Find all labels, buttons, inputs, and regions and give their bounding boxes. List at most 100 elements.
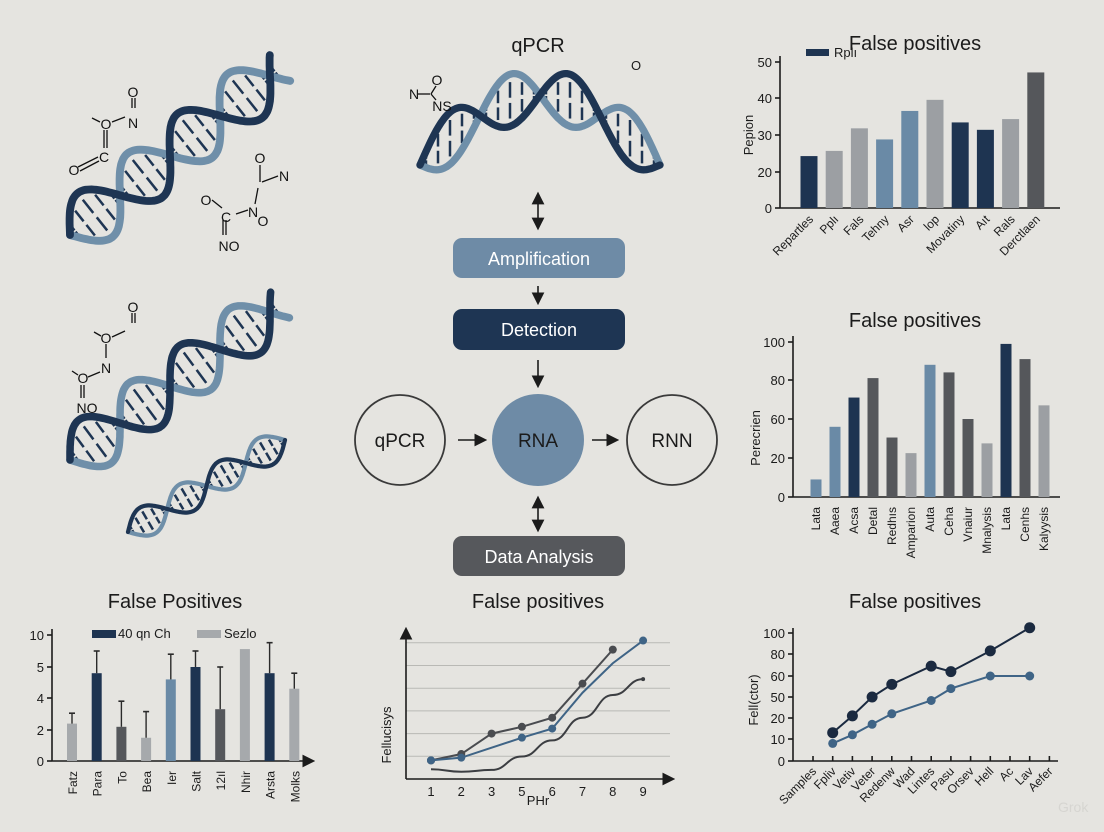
legend-label: Sezlo [224,626,257,641]
base-pair [141,510,148,520]
x-tick-label: Ier [165,771,179,785]
y-axis-label: Perecrien [748,410,763,466]
atom-label: N [101,360,111,376]
x-tick-label: Samples [776,764,819,807]
y-tick-label: 20 [771,451,785,466]
atom-label: C [99,149,109,165]
series-line [430,678,644,773]
data-point [457,753,466,762]
base-pair [186,498,194,508]
base-pair [134,517,141,525]
x-tick-label: 6 [549,784,556,799]
base-pair [185,144,196,157]
base-pair [245,332,258,347]
base-pair [85,449,96,462]
data-point [517,722,526,731]
legend-swatch [92,630,116,638]
bar [926,99,944,208]
x-tick-label: Amparion [904,507,918,558]
atom-label: N [279,168,289,184]
data-point [846,710,858,722]
atom-label: O [69,162,80,178]
data-point [867,719,877,729]
legend-label: 40 qn Ch [118,626,171,641]
x-tick-label: 1 [427,784,434,799]
chart-bottom-middle: False positives Fellucisys PHr 1 2 3 5 6 7 8 9 [379,591,676,808]
y-axis-label: Fellucisys [379,706,394,764]
dna-helix-1 [65,51,295,245]
x-tick-label: 8 [609,784,616,799]
atom-label: O [432,72,443,88]
base-pair [155,516,161,524]
base-pair [145,176,159,192]
bar [848,397,860,497]
bar [901,110,919,208]
series-line [832,675,1030,745]
base-pair [105,435,116,448]
x-tick-label: Repartles [770,212,816,258]
atom-label: O [78,370,89,386]
y-tick-label: 50 [771,690,785,705]
data-point [487,729,496,738]
y-tick-label: 4 [37,691,44,706]
base-pair [235,104,246,117]
base-pair [212,471,219,479]
base-pair [124,170,135,183]
bar [810,479,822,497]
data-point [517,733,526,742]
qpcr-circle [354,394,446,486]
base-pair [267,438,274,447]
base-pair [235,339,246,352]
rnn-circle-label: RNN [651,431,692,452]
bar [1019,359,1031,497]
y-axis-label: Fell(ctor) [746,674,761,725]
bar [943,372,955,497]
base-pair [132,388,145,404]
bar [951,122,969,208]
base-pair [182,351,195,367]
bar [67,723,77,761]
x-tick-label: Mnalysis [980,507,994,554]
x-axis-label: PHr [527,793,550,808]
series-line [430,639,644,762]
x-tick-label: Para [91,771,105,797]
atom-label: O [128,299,139,315]
base-pair [131,159,145,174]
helix-strand [66,288,275,464]
qpcr-circle-label: qPCR [375,431,426,452]
base-pair [180,487,188,497]
base-pair [178,502,185,511]
bar [962,419,974,497]
base-pair [155,398,166,411]
x-tick-label: 5 [518,784,525,799]
x-tick-label: Tehny [859,212,892,245]
atom-label: O [101,330,112,346]
y-tick-label: 50 [758,55,772,70]
bar [141,737,152,761]
base-pair [189,484,196,493]
y-tick-label: 100 [763,626,785,641]
base-pair [205,128,216,141]
atom-label: C [221,209,231,225]
x-tick-label: Nhir [239,771,253,793]
base-pair [255,324,266,337]
base-pair [95,216,109,232]
y-tick-label: 20 [758,165,772,180]
x-tick-label: 2 [458,784,465,799]
y-tick-label: 2 [37,723,44,738]
base-pair [174,362,185,375]
data-point [427,756,435,765]
base-pair [258,441,266,451]
dna-illustrations [65,51,664,538]
base-pair [144,154,155,167]
x-tick-label: 7 [579,784,586,799]
x-tick-label: Lata [809,507,823,531]
y-tick-label: 0 [778,490,785,505]
x-tick-label: Molks [288,771,302,802]
helix-strand [125,437,288,535]
rna-circle-label: RNA [518,431,558,452]
bar [800,156,818,208]
base-pair [231,79,245,95]
base-pair [147,521,155,531]
